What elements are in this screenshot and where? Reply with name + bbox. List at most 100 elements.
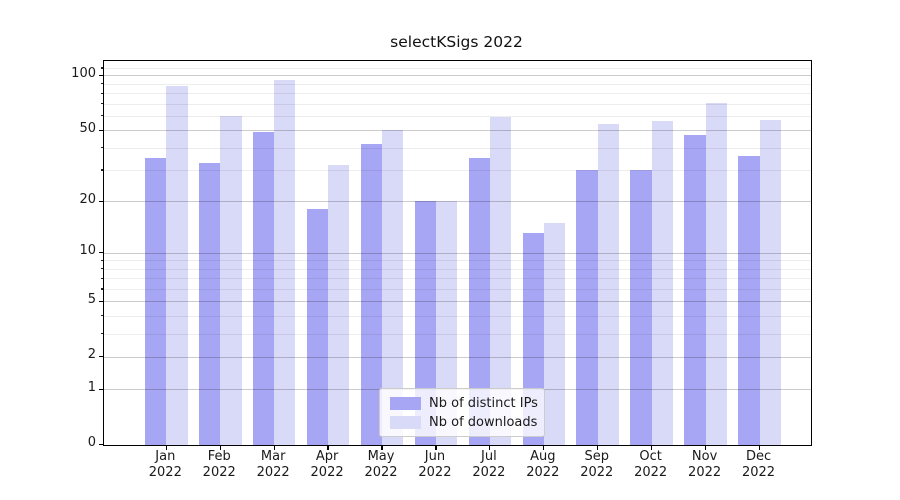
chart-title: selectKSigs 2022 xyxy=(390,33,523,51)
plot-area xyxy=(98,60,812,450)
y-tick-label-50: 50 xyxy=(79,120,96,136)
x-tick-label-may: May 2022 xyxy=(351,449,411,481)
y-tick-label-20: 20 xyxy=(79,191,96,207)
x-tick-label-jan: Jan 2022 xyxy=(135,449,195,481)
bar-jul-distinct-ips xyxy=(468,157,490,445)
bar-jan-downloads xyxy=(166,86,188,445)
x-tick-apr xyxy=(327,445,329,450)
x-tick-label-sep: Sep 2022 xyxy=(567,449,627,481)
x-tick-jan xyxy=(165,445,167,450)
gridline-minor-110 xyxy=(104,67,811,69)
year-label: 2022 xyxy=(310,465,344,480)
y-tick-5 xyxy=(98,300,103,302)
y-tick-100 xyxy=(98,74,103,77)
legend: Nb of distinct IPs Nb of downloads xyxy=(379,388,545,437)
month-label: Dec xyxy=(745,449,772,464)
x-tick-may xyxy=(381,445,383,450)
bar-apr-distinct-ips xyxy=(306,209,329,445)
x-tick-label-jul: Jul 2022 xyxy=(459,449,519,481)
year-label: 2022 xyxy=(634,465,668,480)
y-minortick-9 xyxy=(100,259,103,262)
y-tick-2 xyxy=(98,356,103,358)
year-label: 2022 xyxy=(418,465,452,480)
y-minortick-90 xyxy=(100,83,103,85)
x-tick-label-dec: Dec 2022 xyxy=(729,449,789,481)
legend-item-distinct-ips: Nb of distinct IPs xyxy=(380,396,544,411)
legend-swatch-downloads xyxy=(390,415,421,429)
x-tick-oct xyxy=(651,445,653,450)
month-label: Oct xyxy=(639,449,662,464)
bar-apr-downloads xyxy=(328,164,350,445)
x-tick-label-mar: Mar 2022 xyxy=(243,449,303,481)
y-minortick-8 xyxy=(100,268,103,270)
month-label: May xyxy=(367,449,395,464)
y-tick-10 xyxy=(98,252,103,254)
year-label: 2022 xyxy=(364,465,398,480)
legend-label: Nb of distinct IPs xyxy=(429,395,538,411)
x-tick-label-jun: Jun 2022 xyxy=(405,449,465,481)
y-minortick-3 xyxy=(100,333,103,335)
year-label: 2022 xyxy=(526,465,560,480)
x-tick-mar xyxy=(273,445,275,450)
y-tick-label-1: 1 xyxy=(87,379,96,395)
x-tick-label-oct: Oct 2022 xyxy=(621,449,681,481)
bar-oct-distinct-ips xyxy=(630,169,652,445)
legend-swatch-distinct-ips xyxy=(390,396,421,410)
month-label: Mar xyxy=(260,449,286,464)
bar-mar-distinct-ips xyxy=(252,131,275,445)
x-tick-label-aug: Aug 2022 xyxy=(513,449,573,481)
year-label: 2022 xyxy=(472,465,506,480)
y-minortick-40 xyxy=(100,147,103,149)
bar-dec-downloads xyxy=(759,119,781,445)
legend-label: Nb of downloads xyxy=(429,414,538,430)
x-tick-jun xyxy=(435,445,437,450)
y-minortick-4 xyxy=(100,315,103,317)
y-minortick-7 xyxy=(100,277,103,279)
legend-item-downloads: Nb of downloads xyxy=(380,415,544,430)
month-label: Aug xyxy=(530,449,556,464)
year-label: 2022 xyxy=(688,465,722,480)
bar-nov-downloads xyxy=(705,102,727,445)
y-tick-label-5: 5 xyxy=(87,291,96,307)
year-label: 2022 xyxy=(741,465,776,480)
y-tick-0 xyxy=(98,444,103,446)
y-minortick-110 xyxy=(100,67,103,69)
y-tick-1 xyxy=(98,388,103,390)
year-label: 2022 xyxy=(202,465,236,480)
bar-oct-downloads xyxy=(651,121,673,445)
gridline-minor-90 xyxy=(104,83,811,85)
month-label: Jan xyxy=(155,449,176,464)
month-label: Jul xyxy=(481,449,497,464)
x-tick-label-feb: Feb 2022 xyxy=(189,449,249,481)
bar-feb-distinct-ips xyxy=(198,162,221,445)
x-tick-dec xyxy=(758,445,761,450)
x-tick-feb xyxy=(219,445,221,450)
x-tick-aug xyxy=(543,445,545,450)
bar-aug-downloads xyxy=(543,222,566,445)
month-label: Apr xyxy=(315,449,339,464)
bar-dec-distinct-ips xyxy=(738,155,760,445)
x-tick-nov xyxy=(705,445,707,450)
bar-may-downloads xyxy=(382,130,404,445)
y-minortick-30 xyxy=(100,169,103,171)
bar-nov-distinct-ips xyxy=(684,134,706,445)
x-tick-sep xyxy=(597,445,599,450)
y-tick-50 xyxy=(98,129,103,131)
bar-feb-downloads xyxy=(220,115,242,445)
bar-jun-downloads xyxy=(435,201,458,445)
month-label: Feb xyxy=(207,449,231,464)
y-tick-label-10: 10 xyxy=(79,243,96,259)
bar-jun-distinct-ips xyxy=(414,201,436,445)
y-tick-label-2: 2 xyxy=(87,347,96,363)
bar-jan-distinct-ips xyxy=(145,157,167,445)
bar-jul-downloads xyxy=(489,117,512,445)
bar-mar-downloads xyxy=(274,79,296,445)
bar-sep-distinct-ips xyxy=(576,169,598,445)
gridline-minor-80 xyxy=(104,93,811,95)
y-tick-20 xyxy=(98,200,103,202)
gridline-major-100 xyxy=(104,75,811,77)
bar-may-distinct-ips xyxy=(360,143,383,445)
bar-sep-downloads xyxy=(597,124,620,445)
x-tick-jul xyxy=(489,445,491,450)
